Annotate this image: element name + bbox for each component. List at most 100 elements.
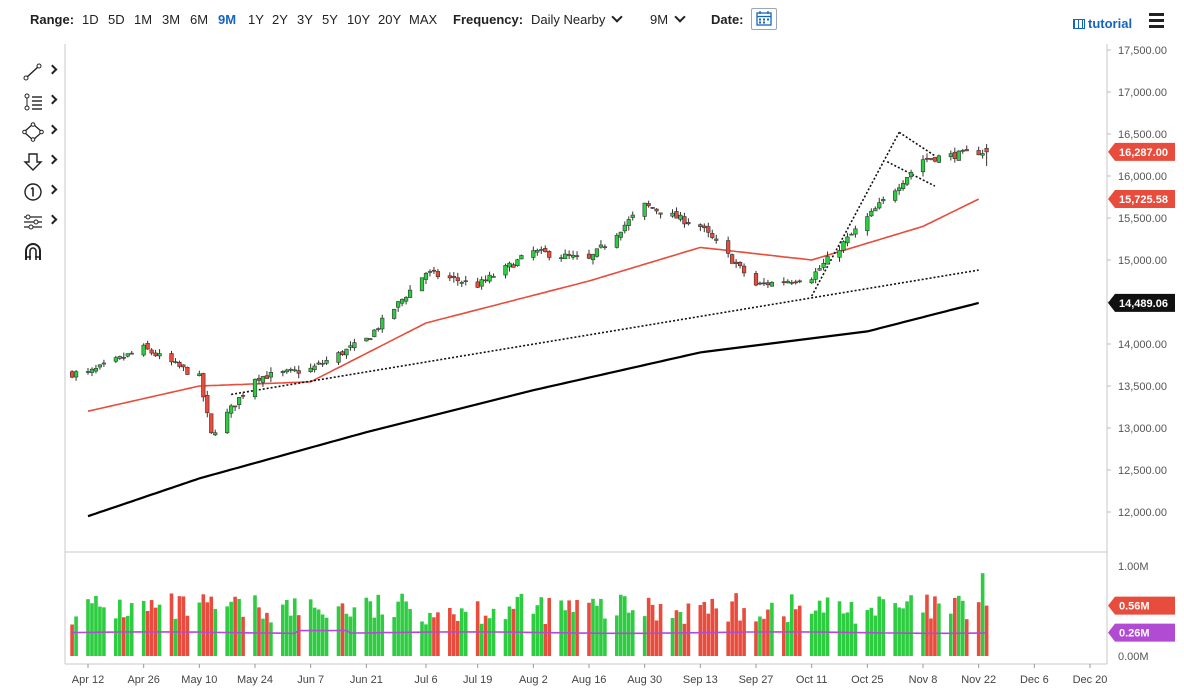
volume-bar — [404, 601, 408, 656]
range-20y[interactable]: 20Y — [378, 12, 402, 27]
x-tick-label: Jul 6 — [414, 674, 437, 686]
y-tick-label: 13,000.00 — [1118, 423, 1167, 435]
range-2y[interactable]: 2Y — [272, 12, 288, 27]
period-select[interactable]: 9M — [650, 11, 686, 27]
tutorial-link[interactable]: tutorial — [1073, 16, 1132, 31]
volume-bar — [905, 601, 909, 656]
candle-body — [658, 212, 663, 215]
candle-body — [73, 371, 79, 378]
frequency-select[interactable]: Daily Nearby — [531, 11, 624, 27]
frequency-value: Daily Nearby — [531, 12, 606, 27]
measure-tool[interactable] — [20, 210, 64, 232]
candle-body — [491, 276, 496, 278]
candle-body — [475, 281, 480, 288]
volume-bar — [118, 599, 122, 656]
candle-body — [177, 362, 182, 367]
candle-body — [519, 255, 524, 260]
range-3y[interactable]: 3Y — [297, 12, 313, 27]
hamburger-menu-icon[interactable] — [1149, 13, 1164, 28]
candle-body — [817, 268, 822, 271]
candle-body — [622, 224, 627, 232]
candle-body — [674, 211, 679, 219]
range-10y[interactable]: 10Y — [347, 12, 371, 27]
x-tick-label: Nov 22 — [961, 674, 996, 686]
candle-body — [873, 208, 878, 212]
volume-bar — [837, 601, 842, 656]
shape-tool[interactable] — [20, 120, 64, 142]
candle-body — [893, 190, 898, 201]
range-max[interactable]: MAX — [409, 12, 438, 27]
volume-bar — [726, 621, 730, 656]
period-value: 9M — [650, 12, 669, 27]
candle-body — [956, 150, 961, 161]
number-marker-tool[interactable] — [20, 180, 64, 202]
candle-body — [837, 250, 842, 258]
volume-bar — [86, 599, 90, 656]
volume-bar — [519, 593, 524, 656]
candle-body — [97, 364, 103, 368]
candle-body — [976, 150, 981, 156]
price-label-badge-bg — [1108, 293, 1175, 312]
candle-body — [574, 255, 580, 257]
volume-bar — [901, 608, 905, 656]
volume-bar — [591, 598, 595, 656]
volume-bar — [702, 601, 707, 656]
ma-short-line — [87, 198, 980, 412]
candle-body — [101, 362, 107, 365]
volume-bar — [308, 599, 313, 656]
volume-bar — [909, 595, 913, 656]
volume-bar — [372, 617, 377, 656]
candle-body — [710, 232, 715, 238]
candle-body — [403, 297, 409, 302]
date-picker-button[interactable] — [751, 8, 777, 30]
magnet-tool[interactable] — [20, 240, 64, 262]
candle-body — [726, 240, 731, 254]
candle-body — [980, 153, 985, 156]
volume-bar — [964, 619, 969, 656]
x-tick-label: Apr 12 — [72, 674, 104, 686]
range-1y[interactable]: 1Y — [248, 12, 264, 27]
range-6m[interactable]: 6M — [190, 12, 209, 27]
range-5y[interactable]: 5Y — [322, 12, 338, 27]
x-tick-label: Nov 8 — [909, 674, 938, 686]
candle-body — [129, 352, 134, 355]
candle-body — [511, 264, 516, 268]
candle-body — [646, 203, 651, 207]
candle-body — [288, 368, 293, 371]
candle-body — [312, 365, 317, 371]
candle-body — [642, 202, 647, 217]
range-9m[interactable]: 9M — [218, 12, 237, 27]
volume-bar — [288, 615, 293, 656]
arrow-tool[interactable] — [20, 150, 64, 172]
volume-bar — [285, 600, 289, 656]
y-tick-label: 12,500.00 — [1118, 465, 1167, 477]
candle-body — [932, 157, 938, 162]
candle-body — [825, 256, 830, 265]
candle-body — [869, 210, 874, 217]
volume-bar — [364, 597, 369, 656]
x-tick-label: Dec 6 — [1020, 674, 1049, 686]
volume-bar — [754, 621, 758, 656]
candle-body — [483, 279, 488, 282]
candle-body — [515, 259, 520, 266]
candle-body — [881, 199, 886, 202]
x-tick-label: Oct 11 — [796, 674, 828, 686]
candle-body — [897, 187, 902, 191]
fibonacci-tool-icon — [24, 93, 42, 111]
candle-body — [268, 372, 274, 378]
fibonacci-tool[interactable] — [20, 90, 64, 112]
candle-body — [535, 250, 540, 253]
line-tool[interactable] — [20, 60, 64, 82]
range-5d[interactable]: 5D — [108, 12, 125, 27]
candle-body — [169, 353, 174, 363]
candle-body — [372, 329, 377, 337]
range-1m[interactable]: 1M — [134, 12, 153, 27]
volume-bar — [539, 597, 544, 656]
volume-bar — [257, 607, 261, 656]
trendline — [898, 131, 936, 157]
range-1d[interactable]: 1D — [82, 12, 99, 27]
candle-body — [141, 344, 146, 356]
range-3m[interactable]: 3M — [162, 12, 181, 27]
candle-body — [364, 337, 369, 342]
